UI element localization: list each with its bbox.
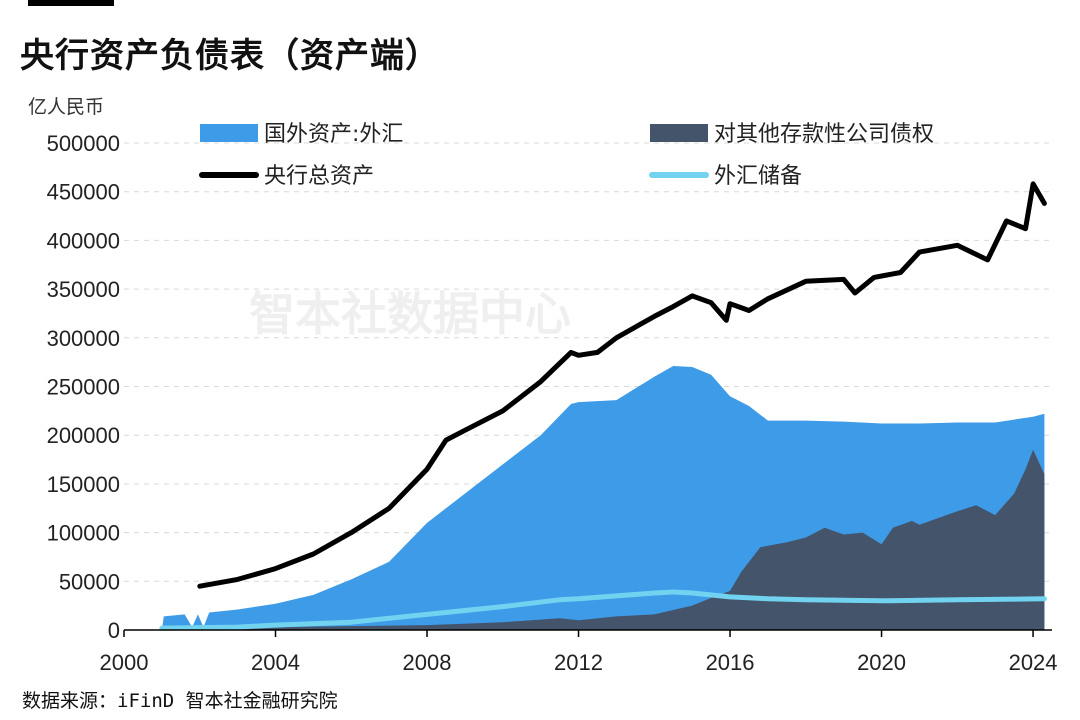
x-tick-label: 2020 bbox=[857, 650, 906, 675]
y-tick-label: 100000 bbox=[47, 521, 120, 546]
y-tick-label: 400000 bbox=[47, 228, 120, 253]
legend-swatch bbox=[650, 124, 708, 142]
y-tick-label: 450000 bbox=[47, 180, 120, 205]
y-unit-label: 亿人民币 bbox=[28, 96, 105, 118]
legend-label: 国外资产:外汇 bbox=[264, 122, 403, 147]
legend-label: 对其他存款性公司债权 bbox=[714, 122, 934, 147]
plot-area bbox=[159, 181, 1047, 631]
watermark: 智本社数据中心 bbox=[249, 287, 571, 341]
y-tick-label: 350000 bbox=[47, 277, 120, 302]
x-tick-label: 2016 bbox=[706, 650, 755, 675]
x-tick-label: 2012 bbox=[554, 650, 603, 675]
y-tick-label: 200000 bbox=[47, 423, 120, 448]
legend-label: 外汇储备 bbox=[714, 164, 802, 189]
legend-swatch bbox=[200, 124, 258, 142]
y-tick-label: 0 bbox=[108, 618, 120, 643]
title-accent-bar bbox=[28, 0, 114, 6]
y-tick-label: 500000 bbox=[47, 131, 120, 156]
y-tick-label: 50000 bbox=[59, 569, 120, 594]
area-series-对其他存款性公司债权 bbox=[161, 449, 1045, 630]
y-tick-label: 250000 bbox=[47, 375, 120, 400]
x-tick-label: 2000 bbox=[100, 650, 149, 675]
x-tick-label: 2008 bbox=[403, 650, 452, 675]
line-series-央行总资产 bbox=[197, 181, 1047, 589]
y-tick-label: 150000 bbox=[47, 472, 120, 497]
chart-title: 央行资产负债表（资产端） bbox=[20, 36, 440, 76]
x-tick-label: 2024 bbox=[1009, 650, 1058, 675]
line-series-外汇储备 bbox=[159, 589, 1047, 631]
source-note: 数据来源：iFinD 智本社金融研究院 bbox=[22, 690, 338, 712]
legend-label: 央行总资产 bbox=[264, 164, 374, 189]
x-tick-label: 2004 bbox=[251, 650, 300, 675]
axes: 2000 2004 2008 2012 2016 2020 2024 0 50000 100000… bbox=[47, 131, 1058, 675]
y-tick-label: 300000 bbox=[47, 326, 120, 351]
